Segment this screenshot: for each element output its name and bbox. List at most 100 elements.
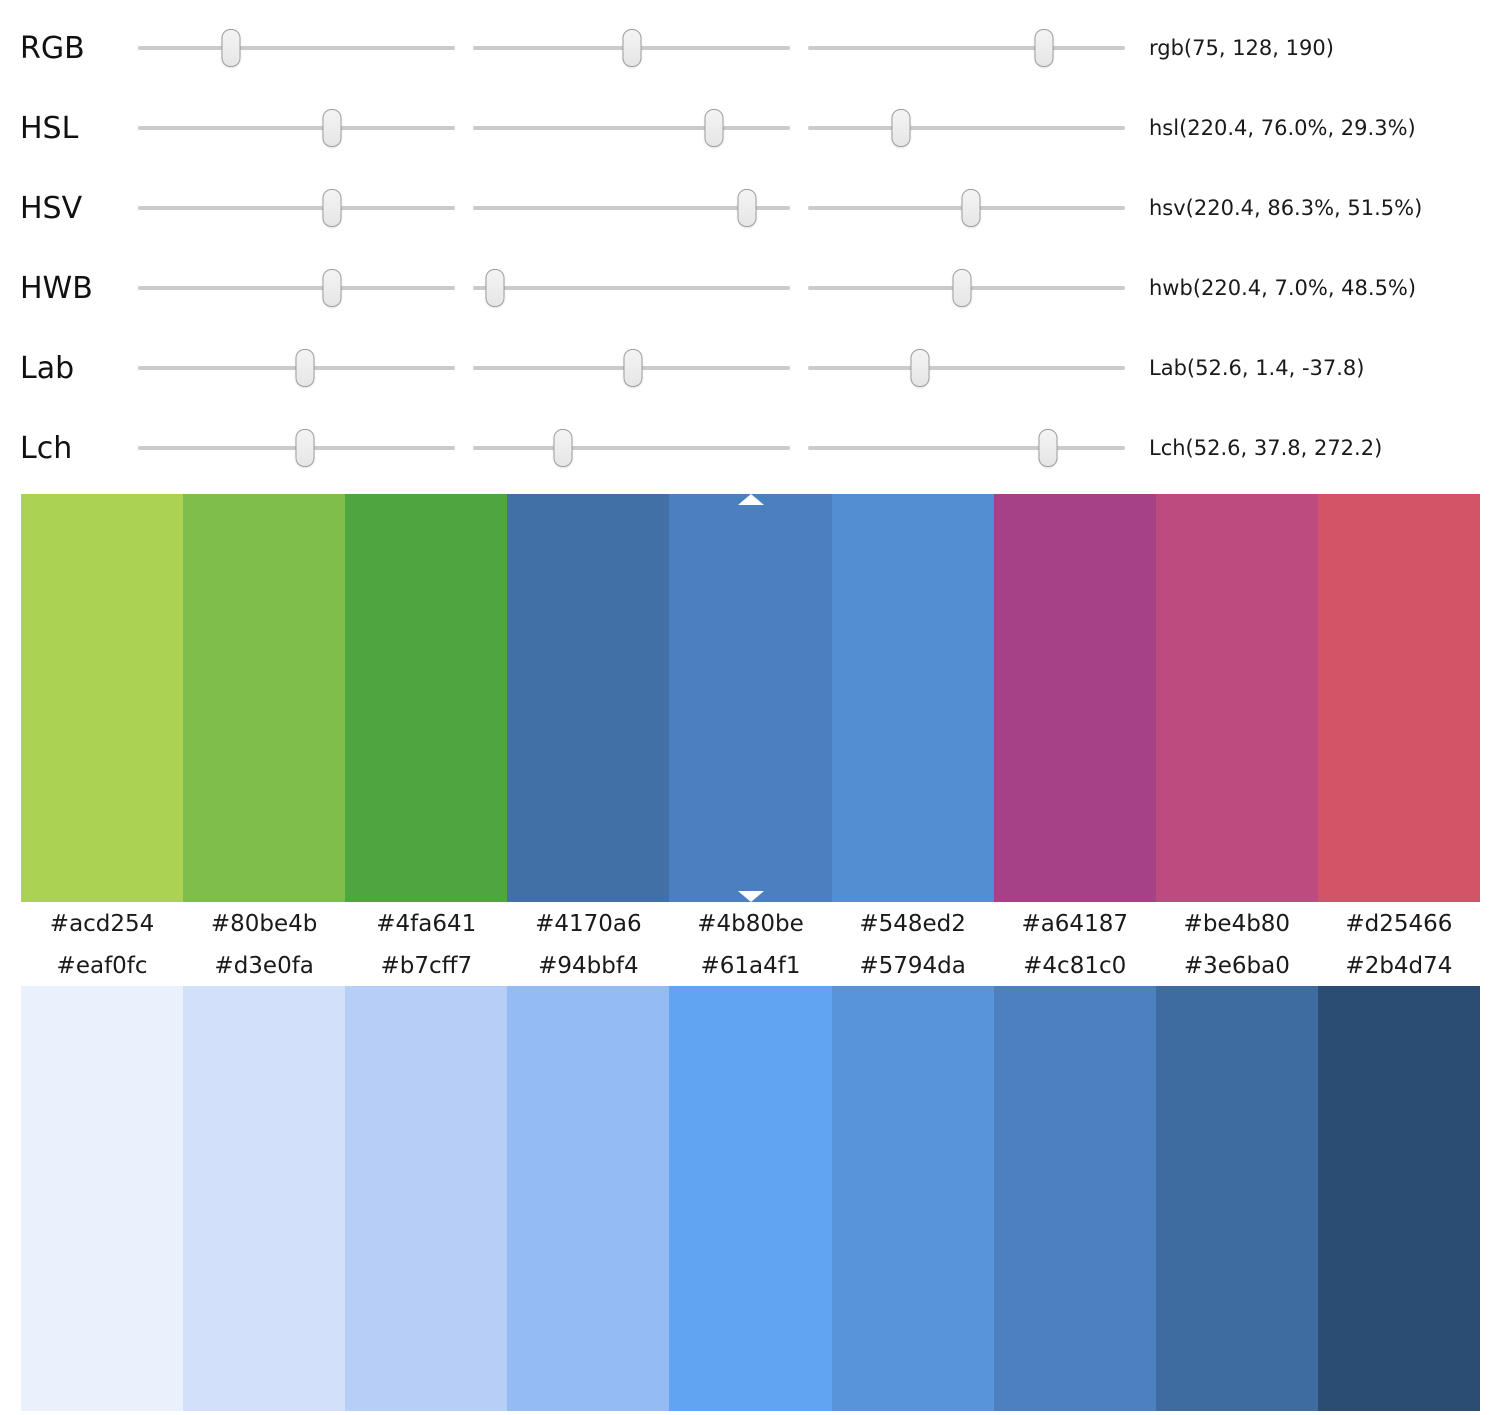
slider-row-label: HSL xyxy=(20,110,79,146)
slider-row-label: Lab xyxy=(20,350,75,386)
slider-handle[interactable] xyxy=(961,189,981,227)
hex-label: #eaf0fc xyxy=(56,953,148,979)
palette-swatch[interactable] xyxy=(21,986,184,1411)
slider-handle[interactable] xyxy=(623,349,643,387)
palette-swatch[interactable] xyxy=(1155,494,1318,902)
palette-main xyxy=(21,494,1480,902)
palette-swatch[interactable] xyxy=(507,494,670,902)
slider-row-lch: Lch Lch(52.6, 37.8, 272.2) xyxy=(0,408,1501,488)
slider-handle[interactable] xyxy=(322,269,342,307)
slider-track[interactable] xyxy=(808,349,1125,387)
hex-label: #d25466 xyxy=(1345,911,1453,937)
palette-swatch[interactable] xyxy=(183,986,346,1411)
slider-track-group xyxy=(138,429,1125,467)
slider-handle[interactable] xyxy=(910,349,930,387)
slider-track-group xyxy=(138,109,1125,147)
slider-track[interactable] xyxy=(808,29,1125,67)
hex-label: #d3e0fa xyxy=(214,953,314,979)
hex-label: #acd254 xyxy=(49,911,155,937)
slider-value: hsl(220.4, 76.0%, 29.3%) xyxy=(1149,116,1416,140)
slider-handle[interactable] xyxy=(1038,429,1058,467)
palette-swatch[interactable] xyxy=(993,494,1156,902)
slider-value: Lab(52.6, 1.4, -37.8) xyxy=(1149,356,1365,380)
slider-handle[interactable] xyxy=(622,29,642,67)
palette-swatch[interactable] xyxy=(831,986,994,1411)
palette-swatch[interactable] xyxy=(21,494,184,902)
palette-swatch[interactable] xyxy=(1317,494,1480,902)
slider-row-rgb: RGB rgb(75, 128, 190) xyxy=(0,8,1501,88)
slider-track[interactable] xyxy=(473,269,790,307)
palette-swatch[interactable] xyxy=(507,986,670,1411)
slider-handle[interactable] xyxy=(295,349,315,387)
palette-main-labels: #acd254 #80be4b #4fa641 #4170a6 #4b80be … xyxy=(21,902,1480,944)
hex-label: #2b4d74 xyxy=(1345,953,1453,979)
slider-track[interactable] xyxy=(138,109,455,147)
slider-track-group xyxy=(138,269,1125,307)
palette-swatch[interactable] xyxy=(345,986,508,1411)
slider-handle[interactable] xyxy=(952,269,972,307)
slider-row-hsv: HSV hsv(220.4, 86.3%, 51.5%) xyxy=(0,168,1501,248)
hex-label: #be4b80 xyxy=(1183,911,1291,937)
slider-track[interactable] xyxy=(473,429,790,467)
slider-track[interactable] xyxy=(473,189,790,227)
slider-handle[interactable] xyxy=(1034,29,1054,67)
hex-label: #4170a6 xyxy=(535,911,642,937)
palette-swatch[interactable] xyxy=(669,986,832,1411)
slider-handle[interactable] xyxy=(704,109,724,147)
slider-handle[interactable] xyxy=(553,429,573,467)
hex-label: #3e6ba0 xyxy=(1183,953,1290,979)
palette-swatch[interactable] xyxy=(1155,986,1318,1411)
hex-label: #4c81c0 xyxy=(1023,953,1127,979)
hex-label: #94bbf4 xyxy=(538,953,639,979)
slider-handle[interactable] xyxy=(737,189,757,227)
slider-value: Lch(52.6, 37.8, 272.2) xyxy=(1149,436,1383,460)
palette-swatch[interactable] xyxy=(345,494,508,902)
hex-label: #a64187 xyxy=(1021,911,1128,937)
palette-tints xyxy=(21,986,1480,1411)
palette-swatch[interactable] xyxy=(183,494,346,902)
slider-handle[interactable] xyxy=(485,269,505,307)
slider-handle[interactable] xyxy=(322,109,342,147)
slider-track-group xyxy=(138,189,1125,227)
slider-handle[interactable] xyxy=(322,189,342,227)
hex-label: #4fa641 xyxy=(376,911,477,937)
slider-row-label: HSV xyxy=(20,190,83,226)
slider-track-group xyxy=(138,29,1125,67)
slider-track[interactable] xyxy=(473,109,790,147)
slider-track[interactable] xyxy=(138,349,455,387)
slider-row-label: HWB xyxy=(20,270,93,306)
slider-track[interactable] xyxy=(808,269,1125,307)
slider-track[interactable] xyxy=(138,269,455,307)
slider-track[interactable] xyxy=(138,429,455,467)
slider-track[interactable] xyxy=(808,429,1125,467)
slider-track[interactable] xyxy=(138,189,455,227)
slider-value: rgb(75, 128, 190) xyxy=(1149,36,1334,60)
slider-value: hwb(220.4, 7.0%, 48.5%) xyxy=(1149,276,1417,300)
slider-handle[interactable] xyxy=(891,109,911,147)
slider-row-label: Lch xyxy=(20,430,73,466)
slider-row-lab: Lab Lab(52.6, 1.4, -37.8) xyxy=(0,328,1501,408)
slider-track[interactable] xyxy=(808,109,1125,147)
hex-label: #5794da xyxy=(859,953,966,979)
slider-row-hwb: HWB hwb(220.4, 7.0%, 48.5%) xyxy=(0,248,1501,328)
slider-panel: RGB rgb(75, 128, 190) HSL xyxy=(0,0,1501,488)
palette-tints-labels: #eaf0fc #d3e0fa #b7cff7 #94bbf4 #61a4f1 … xyxy=(21,944,1480,986)
slider-row-hsl: HSL hsl(220.4, 76.0%, 29.3%) xyxy=(0,88,1501,168)
hex-label: #b7cff7 xyxy=(380,953,473,979)
palette-swatch[interactable] xyxy=(993,986,1156,1411)
hex-label: #80be4b xyxy=(210,911,318,937)
slider-handle[interactable] xyxy=(295,429,315,467)
slider-track[interactable] xyxy=(473,29,790,67)
hex-label: #4b80be xyxy=(697,911,804,937)
slider-track[interactable] xyxy=(138,29,455,67)
slider-track-group xyxy=(138,349,1125,387)
palette-swatch[interactable] xyxy=(1317,986,1480,1411)
palette-swatch[interactable] xyxy=(669,494,832,902)
hex-label: #61a4f1 xyxy=(700,953,801,979)
palette-swatch[interactable] xyxy=(831,494,994,902)
slider-track[interactable] xyxy=(473,349,790,387)
slider-track[interactable] xyxy=(808,189,1125,227)
slider-handle[interactable] xyxy=(221,29,241,67)
hex-label: #548ed2 xyxy=(859,911,966,937)
slider-row-label: RGB xyxy=(20,30,85,66)
